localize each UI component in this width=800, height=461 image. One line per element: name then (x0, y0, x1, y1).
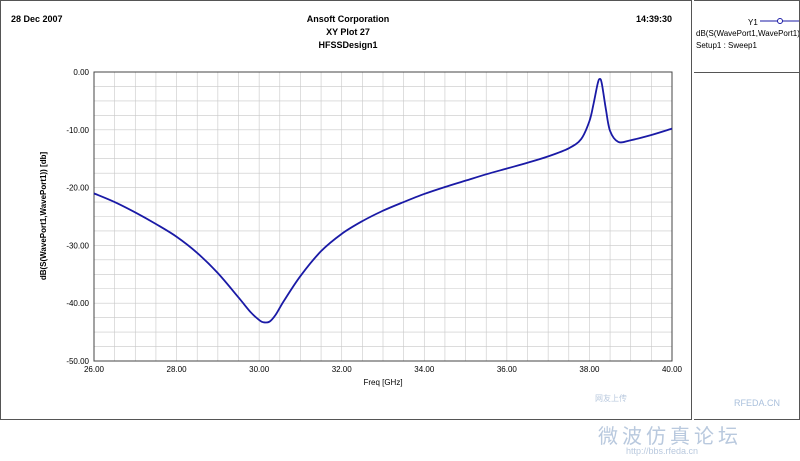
x-tick-label: 28.00 (167, 365, 188, 374)
y-tick-labels: 0.00 -10.00 -20.00 -30.00 -40.00 -50.00 (66, 68, 89, 366)
watermark-forum-name: 微波仿真论坛 (598, 424, 742, 448)
plot-title: XY Plot 27 (326, 27, 370, 37)
legend-setup-label: Setup1 : Sweep1 (696, 41, 757, 50)
watermark-brand: RFEDA.CN (734, 398, 781, 408)
x-tick-label: 26.00 (84, 365, 105, 374)
y-tick-label: -20.00 (66, 184, 89, 193)
y-tick-label: -50.00 (66, 357, 89, 366)
s11-trace-line (93, 78, 673, 324)
x-tick-label: 36.00 (497, 365, 518, 374)
plot-time: 14:39:30 (636, 14, 673, 24)
y-axis-label: dB(S(WavePort1,WavePort1)) [db] (39, 152, 48, 281)
y-tick-label: -10.00 (66, 126, 89, 135)
company-name: Ansoft Corporation (306, 14, 390, 24)
x-tick-label: 40.00 (662, 365, 683, 374)
legend-marker-icon (760, 18, 799, 24)
legend-trace-label: dB(S(WavePort1,WavePort1)) (696, 29, 800, 38)
grid (93, 71, 673, 362)
plot-area-border (93, 71, 673, 362)
y-tick-label: 0.00 (73, 68, 89, 77)
legend-series-id: Y1 (748, 18, 758, 27)
plot-frame: 28 Dec 2007 Ansoft Corporation XY Plot 2… (0, 0, 692, 420)
watermark-small: 网友上传 (595, 394, 627, 403)
x-tick-label: 34.00 (414, 365, 435, 374)
x-tick-labels: 26.00 28.00 30.00 32.00 34.00 36.00 38.00 40.00 (84, 365, 683, 374)
design-name: HFSSDesign1 (318, 40, 378, 50)
x-tick-label: 30.00 (249, 365, 270, 374)
legend-entry: Y1 dB(S(WavePort1,WavePort1)) Setup1 : S… (694, 1, 800, 73)
x-axis-label: Freq [GHz] (363, 378, 402, 387)
legend-panel: Y1 dB(S(WavePort1,WavePort1)) Setup1 : S… (694, 0, 800, 420)
y-tick-label: -40.00 (66, 299, 89, 308)
xy-plot-chart: 26.00 28.00 30.00 32.00 34.00 36.00 38.00 40.00… (39, 68, 683, 387)
plot-date: 28 Dec 2007 (11, 14, 63, 24)
watermark-url: http://bbs.rfeda.cn (626, 446, 699, 456)
y-tick-label: -30.00 (66, 241, 89, 250)
x-tick-label: 32.00 (332, 365, 353, 374)
x-tick-label: 38.00 (579, 365, 600, 374)
